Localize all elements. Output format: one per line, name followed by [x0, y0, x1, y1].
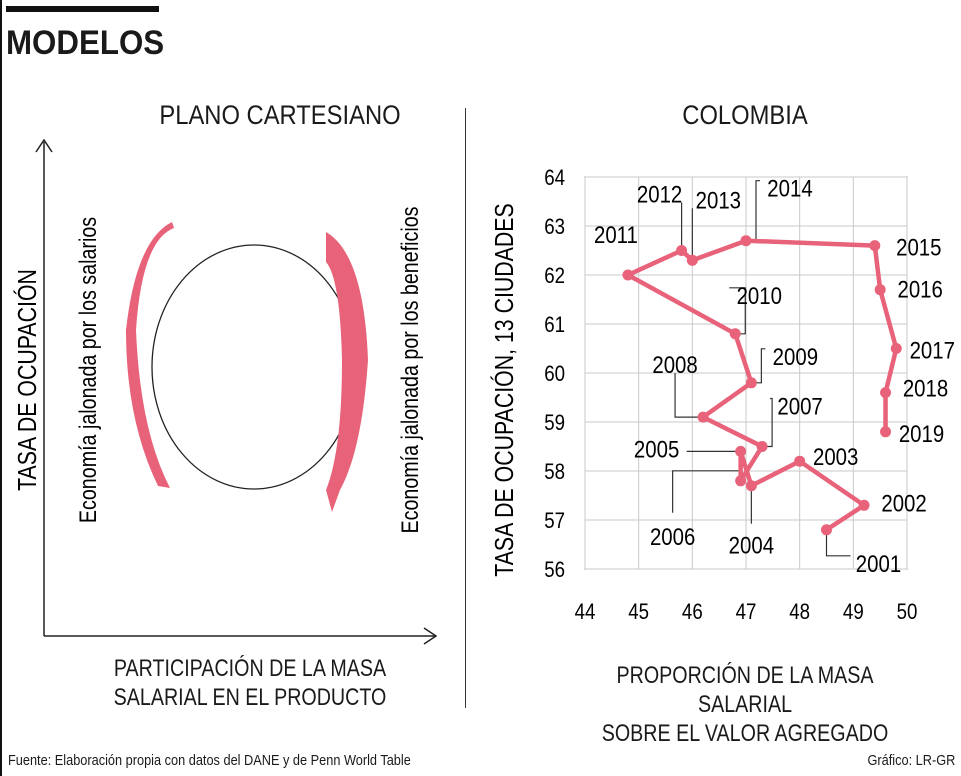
- data-point: [756, 441, 768, 452]
- data-point: [890, 343, 902, 354]
- x-tick-label: 47: [736, 601, 757, 625]
- data-point: [676, 245, 688, 256]
- x-tick-label: 49: [843, 601, 864, 625]
- data-point: [740, 235, 752, 247]
- chart-ticks: 44 45 46 47 48 49 50 56 57 58 59 60 61 62 63 64: [544, 167, 917, 625]
- cartesian-diagram: TASA DE OCUPACIÓN Economía jalonada por …: [13, 138, 438, 645]
- label-leader: [746, 180, 760, 242]
- left-x-label: PARTICIPACIÓN DE LA MASA SALARIAL EN EL …: [94, 654, 406, 712]
- point-label: 2006: [650, 523, 695, 550]
- left-x-label-line1: PARTICIPACIÓN DE LA MASA: [113, 655, 387, 682]
- data-point: [622, 269, 634, 281]
- label-leader: [674, 373, 704, 418]
- left-curved-arrow: [126, 222, 174, 488]
- panel-divider: [465, 108, 466, 708]
- y-tick-label: 58: [544, 461, 565, 485]
- y-axis-arrowhead: [35, 138, 53, 153]
- y-tick-label: 60: [544, 363, 565, 387]
- chart-series: [622, 235, 902, 536]
- x-tick-label: 50: [897, 601, 918, 625]
- left-y-label: TASA DE OCUPACIÓN: [13, 269, 43, 491]
- point-label: 2009: [773, 343, 818, 370]
- point-label: 2016: [897, 276, 942, 303]
- point-label: 2011: [594, 221, 638, 248]
- footer-source: Fuente: Elaboración propia con datos del…: [8, 752, 411, 769]
- point-label: 2005: [634, 436, 679, 463]
- data-point: [869, 240, 881, 252]
- y-tick-label: 56: [544, 559, 565, 583]
- y-tick-label: 62: [544, 265, 565, 289]
- x-axis-arrowhead: [423, 627, 438, 645]
- point-label: 2013: [696, 187, 741, 214]
- data-point: [745, 377, 757, 389]
- label-leaders: [672, 180, 851, 557]
- data-point: [697, 411, 709, 423]
- page-title: MODELOS: [6, 24, 165, 62]
- chart-x-label-line1: PROPORCIÓN DE LA MASA SALARIAL: [616, 662, 874, 718]
- point-label: 2017: [910, 337, 955, 364]
- data-point: [686, 254, 698, 266]
- data-point: [858, 499, 870, 511]
- data-point: [735, 445, 747, 457]
- point-label: 2015: [896, 234, 941, 261]
- chart-y-label: TASA DE OCUPACIÓN, 13 CIUDADES: [490, 203, 520, 576]
- data-point: [735, 475, 747, 487]
- cycle-ellipse: [151, 244, 357, 490]
- point-label: 2012: [637, 181, 682, 208]
- header-bar: [6, 6, 159, 12]
- y-tick-label: 59: [544, 412, 565, 436]
- left-x-label-line2: SALARIAL EN EL PRODUCTO: [113, 684, 387, 711]
- point-label: 2019: [899, 420, 944, 447]
- y-tick-label: 63: [544, 216, 565, 240]
- point-label: 2001: [856, 550, 901, 577]
- point-labels: 2001 2002 2003 2004 2005 2006 2007 2008 2009 2010…: [594, 175, 955, 577]
- label-leader: [825, 529, 851, 557]
- data-point: [821, 524, 832, 536]
- x-tick-label: 44: [575, 601, 596, 625]
- point-label: 2008: [652, 352, 697, 379]
- chart-x-label: PROPORCIÓN DE LA MASA SALARIAL SOBRE EL …: [569, 661, 922, 748]
- profit-led-label: Economía jalonada por los beneficios: [396, 206, 423, 533]
- data-point: [874, 284, 886, 296]
- x-tick-label: 48: [789, 601, 810, 625]
- data-point: [880, 426, 892, 438]
- data-point: [794, 455, 806, 467]
- point-label: 2010: [737, 282, 782, 309]
- y-tick-label: 57: [544, 510, 565, 534]
- data-point: [880, 387, 892, 399]
- point-label: 2004: [729, 532, 774, 559]
- point-label: 2002: [881, 490, 926, 517]
- label-leader: [751, 348, 766, 384]
- point-label: 2007: [777, 393, 822, 420]
- y-tick-label: 64: [544, 167, 565, 191]
- point-label: 2018: [903, 375, 948, 402]
- data-point: [729, 328, 741, 340]
- x-tick-label: 45: [628, 601, 649, 625]
- right-curved-arrow: [326, 232, 368, 512]
- chart-title: COLOMBIA: [682, 100, 808, 130]
- label-leader: [672, 470, 742, 513]
- footer-credit: Gráfico: LR-GR: [867, 752, 955, 769]
- x-tick-label: 46: [682, 601, 703, 625]
- y-tick-label: 61: [544, 314, 565, 338]
- left-panel-title: PLANO CARTESIANO: [159, 100, 401, 130]
- chart-x-label-line2: SOBRE EL VALOR AGREGADO: [601, 720, 889, 747]
- data-point: [745, 480, 757, 492]
- point-label: 2003: [813, 444, 858, 471]
- left-rule: [0, 0, 2, 776]
- point-label: 2014: [767, 175, 812, 202]
- wage-led-label: Economía jalonada por los salarios: [74, 217, 101, 523]
